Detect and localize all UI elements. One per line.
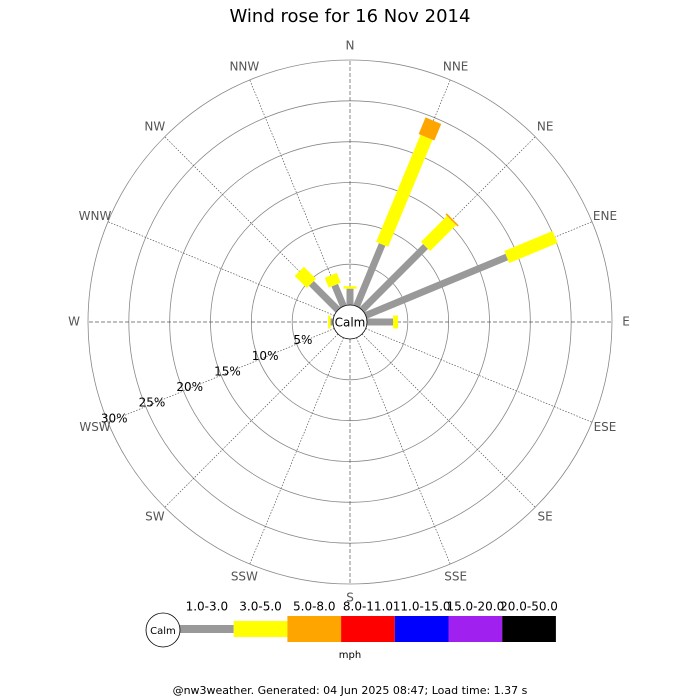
spoke	[361, 136, 536, 311]
ring-label: 5%	[293, 333, 312, 347]
direction-label: S	[346, 591, 354, 605]
spoke	[361, 333, 536, 508]
legend: 1.0-3.0 3.0-5.0 5.0-8.0 8.0-11.0 11.0-15.015…	[180, 600, 558, 642]
bar-segment	[328, 315, 331, 329]
bar-segment	[294, 266, 317, 289]
spoke	[164, 333, 339, 508]
legend-swatch	[341, 616, 395, 642]
calm-label: Calm	[335, 316, 366, 330]
bar-segment	[346, 288, 354, 305]
spoke	[356, 337, 451, 565]
legend-label: 15.0-20.0	[446, 600, 504, 614]
spoke	[107, 221, 335, 316]
bar-segment	[343, 286, 357, 289]
direction-label: ESE	[594, 420, 617, 434]
ring-label: 15%	[214, 364, 241, 378]
bar-segment	[376, 134, 433, 247]
bar-segment	[445, 213, 459, 227]
bar-segment	[330, 318, 333, 326]
legend-swatch	[287, 616, 342, 642]
legend-calm-circle	[145, 612, 181, 648]
legend-label: 5.0-8.0	[293, 600, 336, 614]
ring-label: 20%	[176, 380, 203, 394]
ring	[87, 59, 613, 585]
bars	[294, 117, 558, 329]
calm-circle	[332, 304, 368, 340]
spoke	[164, 136, 339, 311]
legend-calm-label: Calm	[150, 626, 176, 637]
direction-label: SSW	[231, 569, 258, 583]
bar-segment	[418, 117, 442, 141]
bar-segment	[364, 253, 509, 319]
spoke	[365, 328, 593, 423]
direction-label: WSW	[79, 420, 110, 434]
spoke	[249, 79, 344, 307]
bar-segment	[366, 318, 394, 326]
direction-label: E	[622, 315, 630, 329]
direction-label: SE	[538, 510, 553, 524]
direction-label: NE	[537, 119, 554, 133]
bar-segment	[504, 231, 558, 264]
legend-swatch	[233, 621, 288, 637]
direction-label: N	[346, 39, 355, 53]
ring	[291, 263, 409, 381]
bar-segment	[331, 283, 347, 308]
legend-label: 1.0-3.0	[186, 600, 229, 614]
bar-segment	[359, 243, 429, 313]
ring-label: 25%	[139, 396, 166, 410]
direction-label: NNW	[229, 60, 259, 74]
legend-swatch	[394, 616, 449, 642]
bar-segment	[393, 315, 399, 329]
direction-label: WNW	[79, 209, 112, 223]
spoke	[356, 79, 451, 307]
spoke	[107, 328, 335, 423]
legend-label: 11.0-15.0	[393, 600, 451, 614]
legend-label: 3.0-5.0	[239, 600, 282, 614]
direction-label: SW	[145, 510, 165, 524]
legend-swatch	[448, 616, 503, 642]
grid: N NNE NE ENE E ESE SE SSE S SSW SW WSW W WNW NW NNW 5% 10…	[68, 39, 630, 605]
legend-unit: mph	[339, 650, 361, 661]
bar-segment	[324, 272, 341, 288]
direction-label: ENE	[593, 209, 617, 223]
ring-label: 10%	[252, 349, 279, 363]
bar-segment	[308, 280, 341, 313]
legend-label: 20.0-50.0	[500, 600, 558, 614]
legend-label: 8.0-11.0	[343, 600, 393, 614]
footer: @nw3weather. Generated: 04 Jun 2025 08:4…	[173, 684, 528, 697]
direction-label: W	[68, 315, 80, 329]
direction-label: SSE	[444, 569, 467, 583]
chart-title: Wind rose for 16 Nov 2014	[230, 6, 471, 27]
legend-swatch	[502, 616, 556, 642]
legend-swatch	[180, 625, 234, 633]
direction-label: NNE	[443, 60, 469, 74]
direction-label: NW	[144, 119, 165, 133]
bar-segment	[353, 243, 386, 308]
spoke	[249, 337, 344, 565]
bar-segment	[420, 215, 457, 252]
ring-label: 30%	[101, 411, 128, 425]
